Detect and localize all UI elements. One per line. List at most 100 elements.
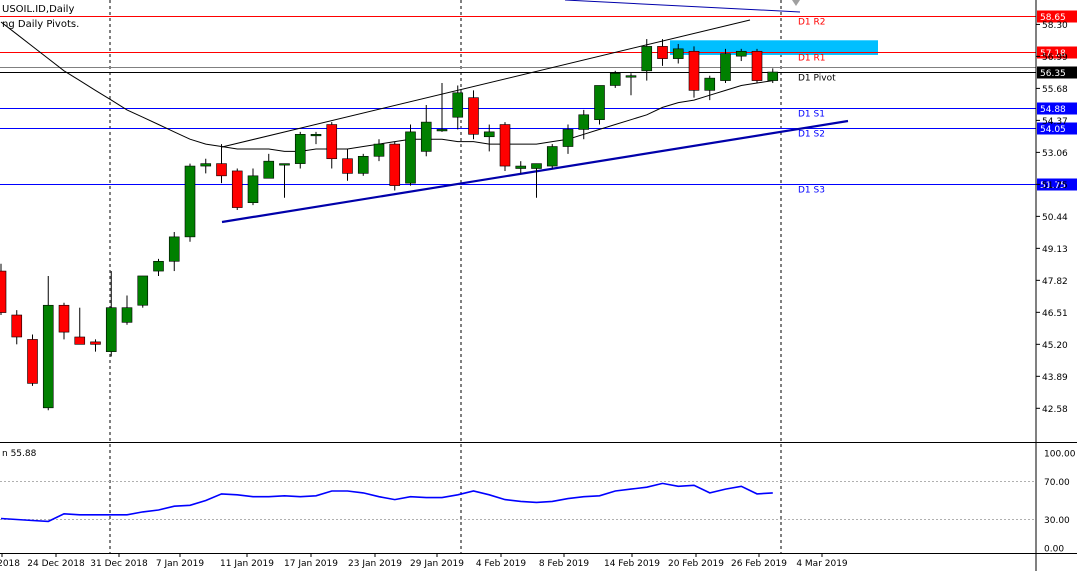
candle [200, 158, 212, 174]
rsi-level-label: 0.00 [1044, 545, 1064, 555]
candle-body [405, 131, 416, 184]
candle-body [704, 77, 716, 91]
time-tick-label: 23 Jan 2019 [348, 559, 402, 569]
upper-trendline [564, 0, 801, 13]
candle [153, 258, 164, 276]
candle [704, 75, 716, 101]
time-tick-label: 14 Feb 2019 [604, 559, 660, 569]
candle [531, 163, 542, 198]
candle-body [58, 304, 70, 333]
candle [216, 144, 227, 184]
candle-body [279, 163, 290, 166]
pivot-price-tag [1037, 178, 1077, 191]
moving-average [0, 21, 773, 152]
candle [483, 124, 495, 152]
candle [594, 85, 605, 125]
time-tick-label: 7 Jan 2019 [156, 559, 204, 569]
rsi-line [0, 482, 773, 523]
candle-body [200, 163, 212, 167]
candle-body [326, 124, 338, 160]
candle-body [247, 175, 259, 203]
pivot-price-tag [1037, 66, 1077, 79]
pivot-label: D1 R2 [798, 18, 826, 28]
candle-body [720, 53, 731, 81]
candle [562, 124, 574, 154]
resistance-zone [670, 40, 878, 55]
candle [11, 310, 23, 345]
resistance-zone-rect [670, 40, 878, 55]
time-tick-label: 8 Feb 2019 [539, 559, 590, 569]
rsi-level-label: 100.00 [1044, 450, 1076, 460]
price-tick-label: 49.13 [1042, 245, 1068, 255]
pivot-label: D1 S1 [798, 110, 825, 120]
candle [751, 48, 763, 84]
symbol-title: USOIL.ID,Daily [2, 4, 75, 15]
price-tick-label: 46.51 [1042, 309, 1068, 319]
pivot-price-tag [1037, 102, 1077, 115]
candle [468, 90, 479, 140]
candle [657, 39, 668, 66]
candle-body [420, 121, 432, 152]
candle-body [0, 270, 7, 313]
candle [58, 302, 70, 340]
candle-body [468, 97, 479, 135]
pivot-label: D1 R1 [798, 54, 826, 64]
pivot-price-tag [1037, 122, 1077, 135]
candle-body [389, 143, 401, 186]
candle-body [436, 129, 448, 132]
price-tick-label: 43.89 [1042, 373, 1068, 383]
pivot-label: D1 Pivot [798, 74, 836, 84]
price-tick-label: 53.06 [1042, 149, 1068, 159]
candle [263, 153, 275, 179]
candle-body [231, 170, 243, 208]
time-axis: 2018 24 Dec 2018 31 Dec 2018 7 Jan 2019 11 J… [0, 553, 848, 569]
candle [105, 271, 117, 357]
candle [0, 263, 7, 316]
candle-body [11, 314, 23, 338]
candle-body [499, 124, 511, 167]
candle [688, 46, 700, 98]
time-tick-label: 4 Feb 2019 [476, 559, 527, 569]
pivot-label: D1 S2 [798, 130, 825, 140]
pivot-lines: D1 R2 58.65 D1 R1 57.18 D1 Pivot 56.35 D1 S1 54… [0, 10, 1077, 196]
price-tick-label: 50.44 [1042, 213, 1068, 223]
price-tick-label: 58.30 [1042, 21, 1068, 31]
vertical-separators [109, 0, 782, 553]
candle-body [452, 92, 464, 118]
pivot-price-text: 51.75 [1040, 181, 1066, 191]
pivot-price-tag [1037, 10, 1077, 23]
candle [389, 141, 401, 191]
pivot-label: D1 S3 [798, 186, 825, 196]
candle [436, 83, 448, 132]
price-tick-label: 42.58 [1042, 405, 1068, 415]
candle [121, 295, 133, 325]
time-tick-label: 17 Jan 2019 [284, 559, 338, 569]
candle [625, 73, 637, 96]
candle [578, 109, 590, 140]
candle-body [625, 75, 637, 78]
candle-body [27, 339, 38, 384]
candle-body [657, 46, 668, 59]
candle-body [672, 48, 684, 59]
candle [90, 339, 101, 352]
time-tick-label: 31 Dec 2018 [90, 559, 148, 569]
candle [310, 131, 322, 145]
pivot-price-text: 57.18 [1040, 49, 1066, 59]
candle-body [562, 129, 574, 147]
candle [609, 70, 621, 88]
candle [373, 139, 385, 162]
candle-body [373, 143, 385, 157]
candle-body [531, 163, 542, 169]
time-tick-label: 24 Dec 2018 [27, 559, 85, 569]
candle [641, 39, 653, 81]
rsi-level-label: 30.00 [1044, 516, 1070, 526]
candle-body [184, 165, 196, 238]
time-tick-label: 2018 [0, 559, 20, 569]
time-tick-label: 11 Jan 2019 [220, 559, 274, 569]
candle [515, 161, 527, 174]
price-tick-label: 47.82 [1042, 277, 1068, 287]
price-tick-label: 56.99 [1042, 53, 1068, 63]
time-tick-label: 29 Jan 2019 [410, 559, 464, 569]
